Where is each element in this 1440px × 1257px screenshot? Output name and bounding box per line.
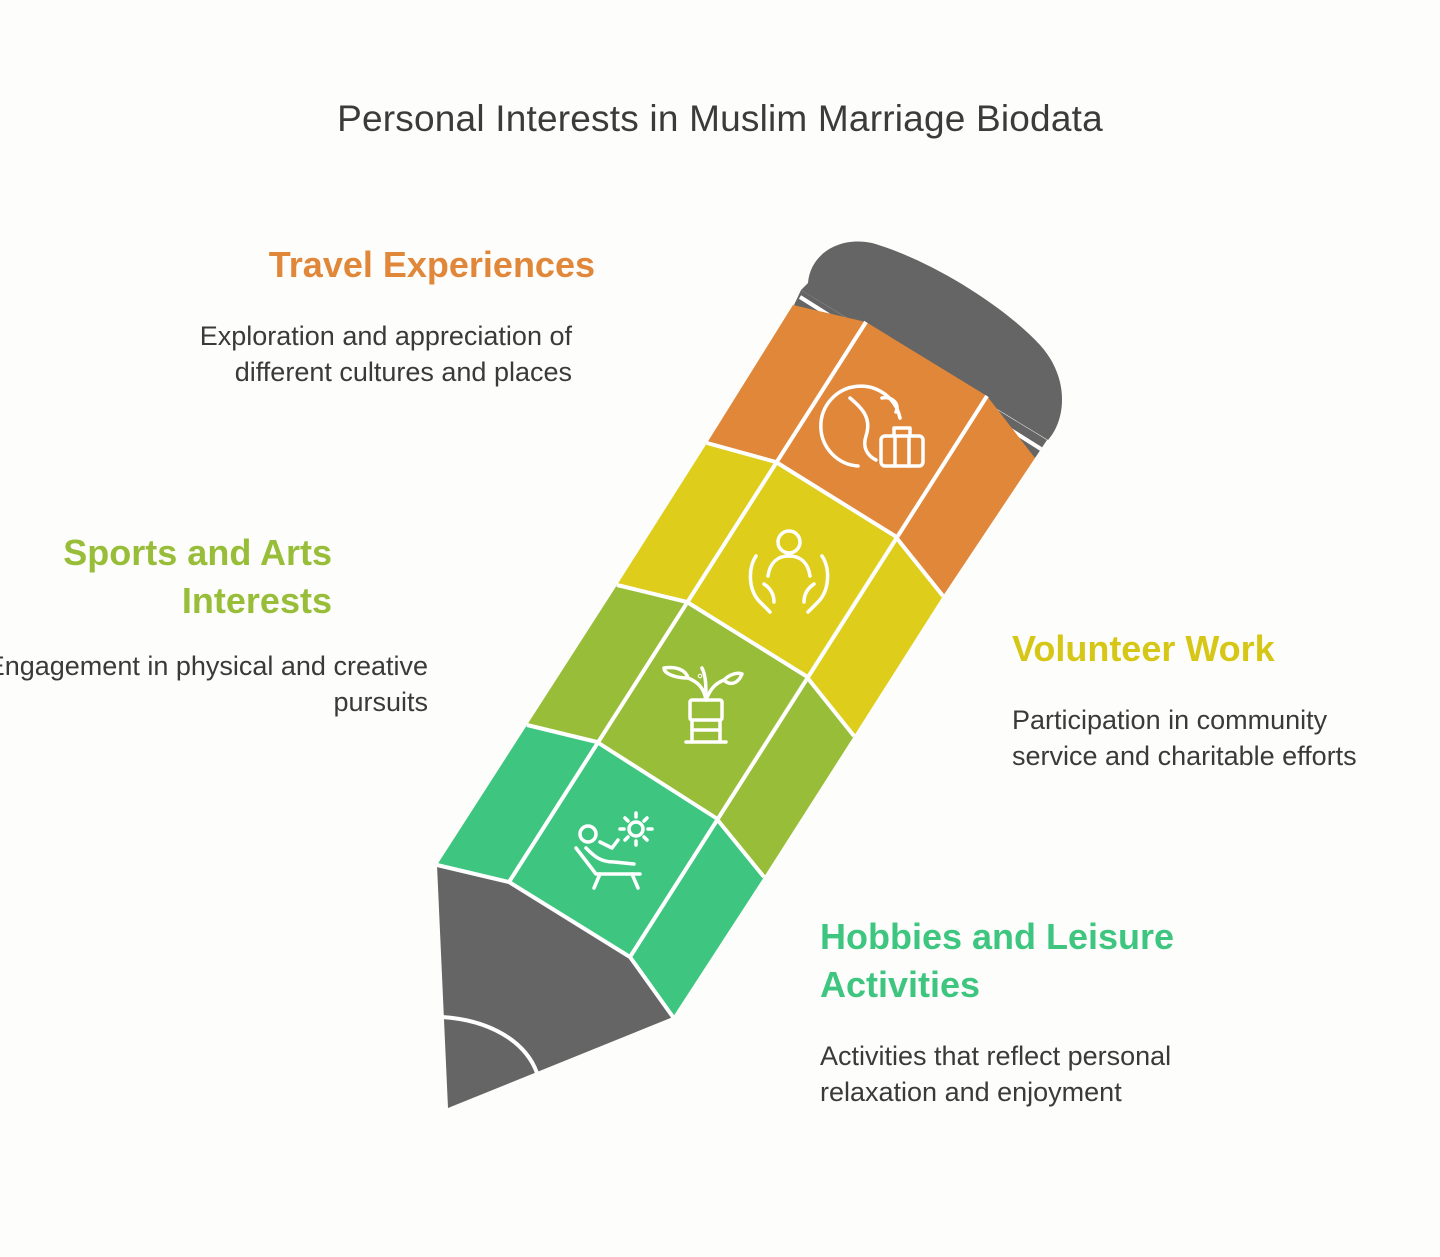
volunteer-description: Participation in community service and c… [1012, 705, 1357, 771]
potted-plant-icon [662, 665, 744, 744]
hobbies-description: Activities that reflect personal relaxat… [820, 1041, 1172, 1107]
helping-hands-person-icon [748, 529, 830, 614]
travel-heading: Travel Experiences [268, 244, 595, 285]
sports-arts-description: Engagement in physical and creative purs… [0, 651, 428, 717]
pencil-eraser [801, 241, 1063, 440]
sun-lounger-icon [574, 811, 654, 890]
volunteer-heading: Volunteer Work [1012, 628, 1275, 669]
segment-green [527, 585, 854, 877]
page-title: Personal Interests in Muslim Marriage Bi… [337, 98, 1103, 139]
hobbies-heading: Hobbies and Leisure Activities [820, 916, 1175, 1005]
segment-yellow [617, 443, 943, 736]
segment-orange [707, 305, 1035, 596]
travel-description: Exploration and appreciation of differen… [199, 321, 572, 387]
sports-arts-heading: Sports and Arts Interests [63, 532, 332, 621]
globe-luggage-icon [819, 384, 925, 468]
pencil-tip [437, 865, 673, 1108]
